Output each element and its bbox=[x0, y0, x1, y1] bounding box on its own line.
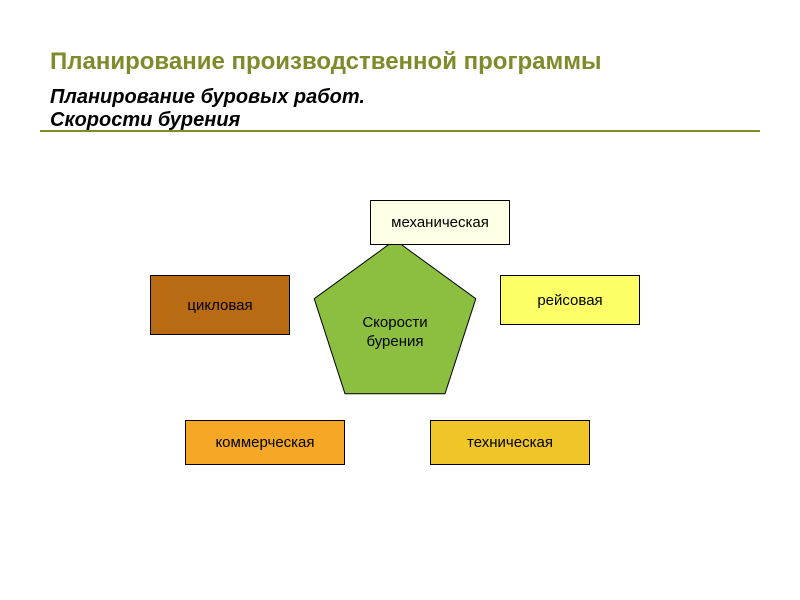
box-bottom-left: коммерческая bbox=[185, 420, 345, 465]
diagram-center: Скоростибурения bbox=[310, 240, 480, 410]
slide: Планирование производственной программы … bbox=[0, 0, 800, 600]
box-label: механическая bbox=[391, 214, 489, 231]
slide-title: Планирование производственной программы bbox=[50, 48, 750, 76]
box-label: техническая bbox=[467, 434, 553, 451]
box-top: механическая bbox=[370, 200, 510, 245]
box-left: цикловая bbox=[150, 275, 290, 335]
box-label: рейсовая bbox=[537, 292, 602, 309]
box-right: рейсовая bbox=[500, 275, 640, 325]
slide-subtitle: Планирование буровых работ.Скорости буре… bbox=[50, 86, 750, 132]
diagram-center-label: Скоростибурения bbox=[310, 314, 480, 352]
title-underline bbox=[40, 130, 760, 132]
box-bottom-right: техническая bbox=[430, 420, 590, 465]
box-label: коммерческая bbox=[215, 434, 314, 451]
box-label: цикловая bbox=[187, 297, 252, 314]
